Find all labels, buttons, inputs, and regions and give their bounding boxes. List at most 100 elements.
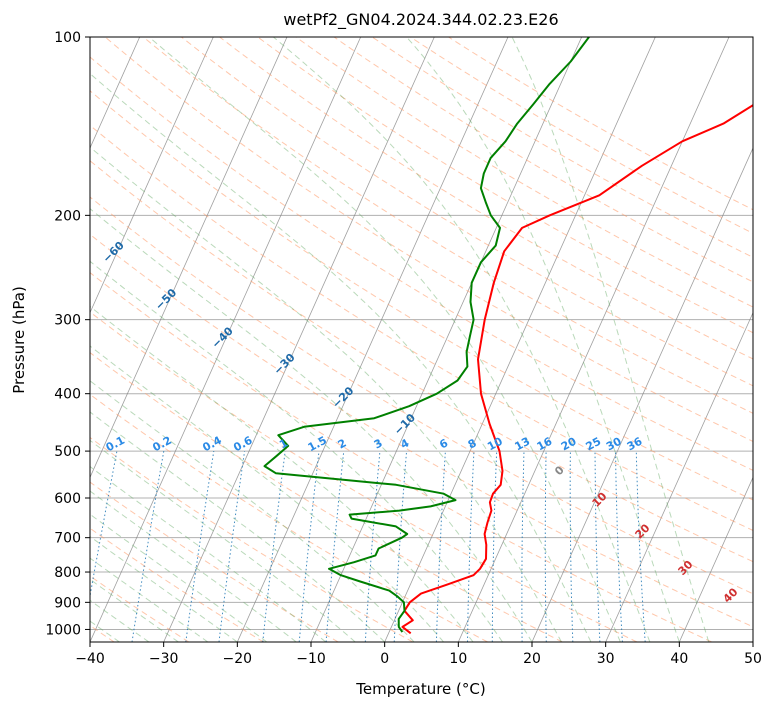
- mixing-ratio-label: 8: [466, 436, 479, 451]
- isotherm: [605, 311, 753, 642]
- mixing-ratio-label: 3: [372, 436, 385, 451]
- isotherm: [384, 37, 656, 642]
- x-tick-label: −30: [149, 651, 179, 667]
- isotherm: [163, 37, 435, 642]
- mixing-ratio-line: [594, 451, 601, 642]
- mixing-ratio-line: [635, 451, 646, 642]
- y-tick-label: 600: [54, 491, 81, 507]
- mixing-ratio-label: 16: [535, 435, 555, 454]
- mixing-ratio-label: 20: [559, 435, 579, 454]
- isotherm: [457, 37, 730, 642]
- isotherm: [90, 37, 362, 642]
- moist-adiabat: [90, 557, 209, 642]
- dry-adiabat: [90, 575, 190, 642]
- chart-title: wetPf2_GN04.2024.344.02.23.E26: [283, 10, 558, 30]
- y-tick-label: 700: [54, 531, 81, 547]
- moist-adiabat: [90, 513, 268, 642]
- dry-adiabat: [90, 352, 563, 642]
- moist-adiabat: [90, 490, 297, 642]
- mixing-ratio-line: [435, 451, 446, 642]
- isotherm: [90, 37, 288, 479]
- mixing-ratio-line: [491, 451, 498, 642]
- x-tick-label: −10: [296, 651, 326, 667]
- isotherm: [90, 37, 141, 150]
- isotherm: [236, 37, 509, 642]
- moist-adiabat: [148, 37, 621, 642]
- mixing-ratio-line: [262, 451, 286, 642]
- y-tick-label: 900: [54, 595, 81, 611]
- x-tick-label: 0: [380, 651, 389, 667]
- dry-adiabat: [90, 481, 339, 642]
- x-tick-label: 20: [523, 651, 541, 667]
- mixing-ratio-line: [218, 451, 246, 642]
- x-axis-label: Temperature (°C): [355, 680, 485, 698]
- dry-adiabat: [90, 436, 414, 642]
- moist-adiabat: [90, 260, 503, 642]
- dry-adiabat: [90, 311, 638, 642]
- moist-adiabat: [90, 439, 356, 642]
- dry-adiabat: [90, 393, 488, 642]
- mixing-ratio-line: [615, 451, 623, 642]
- mixing-ratio-line: [185, 451, 215, 642]
- x-tick-label: 30: [597, 651, 615, 667]
- isotherm: [90, 37, 214, 314]
- isotherm: [752, 641, 753, 642]
- dry-adiabat: [90, 272, 712, 642]
- dewpoint-profile: [263, 37, 590, 633]
- dry-adiabat: [90, 160, 753, 563]
- isotherm: [531, 147, 753, 642]
- mixing-ratio-label: 10: [485, 435, 505, 454]
- moist-adiabat-label: 30: [676, 558, 696, 578]
- mixing-ratio-label: 13: [513, 435, 533, 454]
- y-tick-label: 300: [54, 313, 81, 329]
- mixing-ratio-line: [364, 451, 381, 642]
- moist-adiabat-label: 20: [633, 521, 653, 541]
- mixing-ratio-label: 1: [277, 436, 290, 451]
- dry-adiabat: [90, 527, 264, 642]
- moist-adiabat: [90, 305, 474, 642]
- mixing-ratio-line: [569, 451, 574, 642]
- isotherm-label: −60: [100, 239, 127, 266]
- y-tick-label: 800: [54, 565, 81, 581]
- x-tick-label: 40: [670, 651, 688, 667]
- dry-adiabat: [448, 37, 753, 211]
- plot-frame: [89, 36, 754, 643]
- moist-adiabat: [406, 37, 680, 642]
- moist-adiabat: [273, 37, 651, 642]
- isotherm-label: −80: [0, 158, 16, 185]
- mixing-ratio-label: 36: [625, 435, 645, 454]
- y-tick-label: 1000: [45, 622, 81, 638]
- dry-adiabat: [90, 233, 753, 628]
- moist-adiabat: [90, 411, 386, 642]
- mixing-ratio-line: [544, 451, 547, 642]
- mixing-ratio-line: [393, 451, 408, 642]
- isotherm-label: −20: [330, 384, 357, 411]
- isotherm-label: −10: [392, 411, 419, 438]
- isotherm-label: −40: [209, 324, 236, 351]
- moist-adiabat: [511, 37, 710, 642]
- dry-adiabat: [90, 124, 753, 531]
- dry-adiabat: [257, 37, 753, 334]
- moist-adiabat: [90, 578, 179, 642]
- mixing-ratio-line: [131, 451, 165, 642]
- mixing-ratio-label: 30: [604, 435, 624, 454]
- mixing-ratio-label: 25: [584, 435, 604, 454]
- plot-area: −100−90−80−70−60−50−40−30−20−10 01020304…: [0, 37, 753, 642]
- dry-adiabat: [90, 196, 753, 595]
- dry-adiabat: [295, 37, 753, 308]
- dry-adiabat: [333, 37, 753, 283]
- y-tick-label: 100: [54, 30, 81, 46]
- x-tick-label: −40: [75, 651, 105, 667]
- y-tick-label: 200: [54, 208, 81, 224]
- moist-adiabat: [90, 208, 533, 642]
- x-tick-label: 50: [744, 651, 762, 667]
- mixing-ratio-label: 4: [398, 436, 411, 451]
- isotherm-label: −30: [271, 351, 298, 378]
- moist-adiabat: [90, 72, 592, 642]
- y-axis-label: Pressure (hPa): [10, 286, 28, 394]
- x-tick-label: −20: [223, 651, 253, 667]
- moist-adiabat-label: 0: [552, 463, 567, 478]
- isotherm: [678, 476, 753, 642]
- y-tick-label: 400: [54, 387, 81, 403]
